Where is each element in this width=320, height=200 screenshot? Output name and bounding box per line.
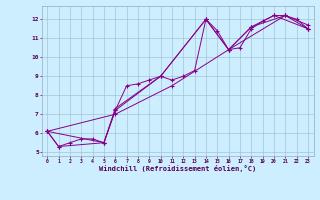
X-axis label: Windchill (Refroidissement éolien,°C): Windchill (Refroidissement éolien,°C) [99,165,256,172]
